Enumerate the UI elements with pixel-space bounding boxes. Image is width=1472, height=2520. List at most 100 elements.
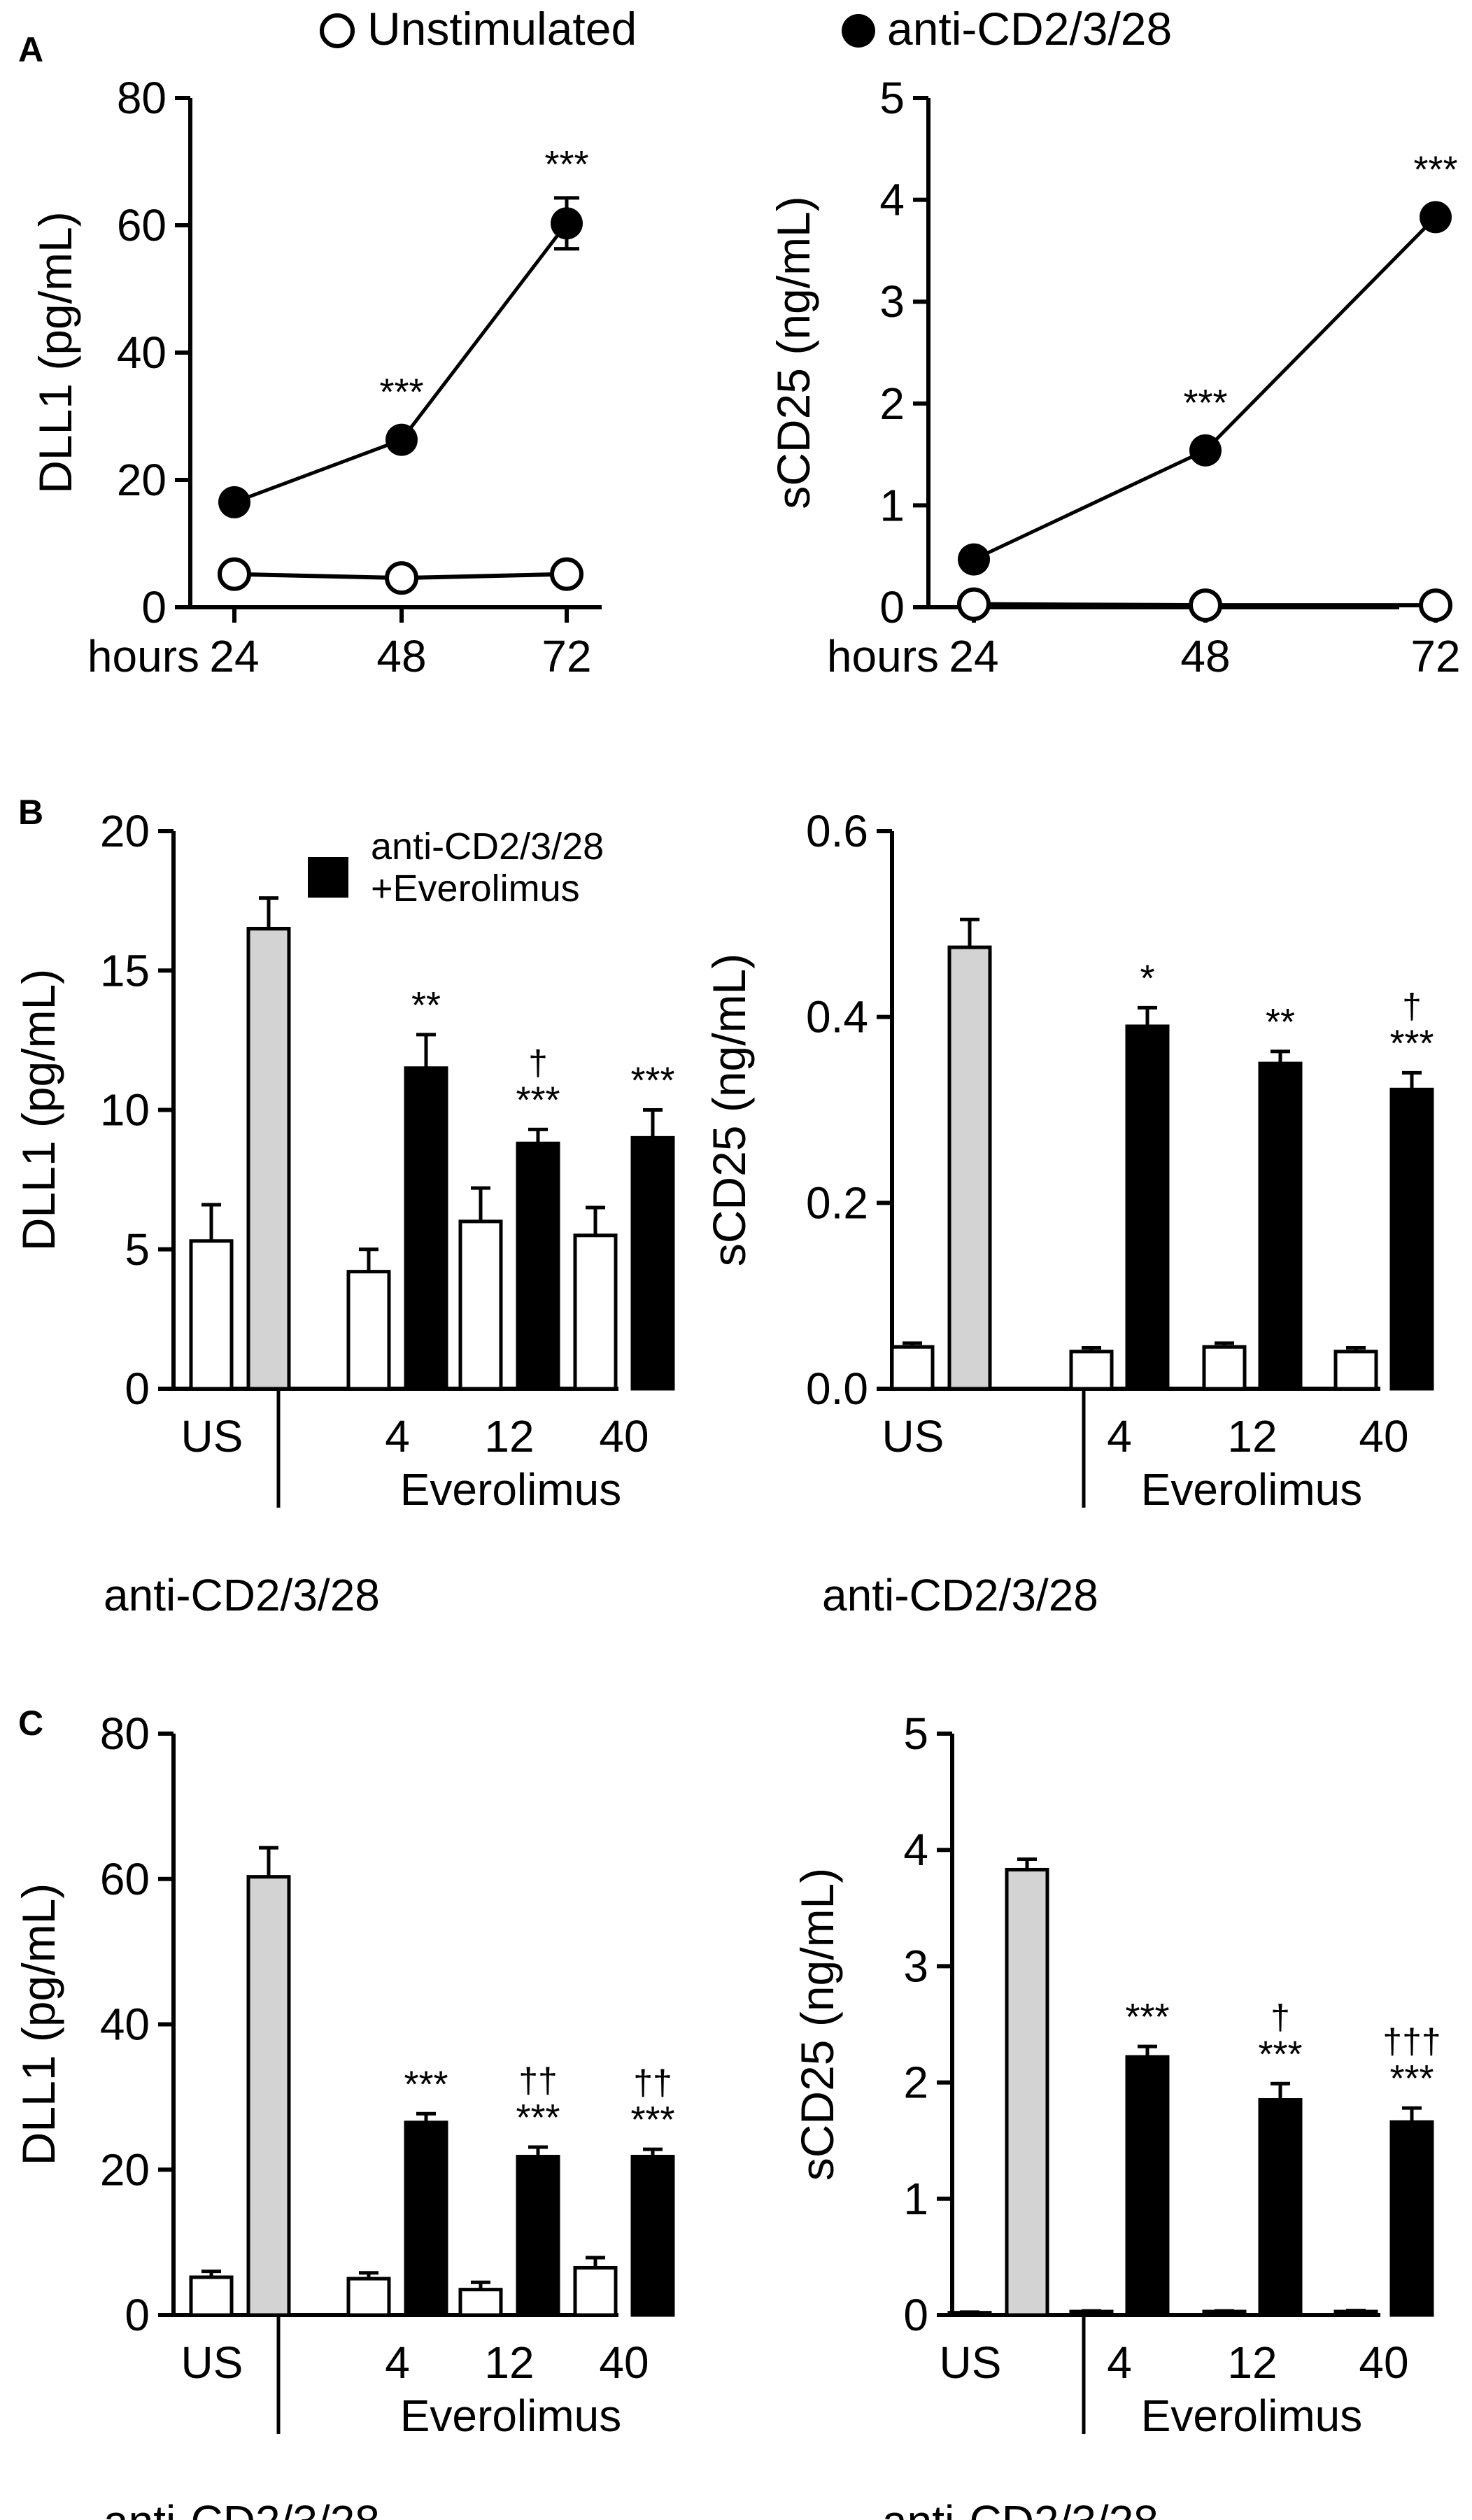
panel-label-b: B — [18, 793, 43, 832]
bar — [630, 2155, 675, 2317]
y-axis-title: sCD25 (ng/mL) — [791, 1868, 843, 2181]
y-axis-title: DLL1 (pg/mL) — [13, 969, 64, 1252]
dagger-mark: ††† — [1382, 2022, 1441, 2061]
y-tick-label: 5 — [903, 1708, 928, 1759]
bar — [1125, 1024, 1170, 1391]
x-axis-prefix: hours — [87, 631, 199, 681]
bar — [516, 2155, 560, 2317]
y-tick-label: 1 — [879, 480, 905, 530]
series-line — [234, 222, 568, 504]
significance-mark: *** — [1125, 1996, 1169, 2038]
significance-mark: * — [1140, 957, 1154, 999]
x-tick-label: US — [181, 1411, 243, 1461]
y-tick-label: 0.2 — [806, 1177, 868, 1228]
y-tick-label: 2 — [879, 378, 905, 429]
x-tick-label: 12 — [484, 1411, 534, 1461]
chart-a-left: 0 20 40 60 80 DLL1 (pg/mL) 24 48 72 hours *** *** — [29, 73, 602, 681]
legend-top: Unstimulated anti-CD2/3/28 — [320, 3, 1172, 55]
bar — [947, 945, 992, 1391]
dagger-mark: † — [528, 1043, 548, 1082]
x-tick-label: US — [181, 2337, 243, 2388]
bar — [1069, 1350, 1114, 1391]
y-tick-label: 80 — [117, 73, 167, 123]
y-axis-title: sCD25 (ng/mL) — [767, 196, 819, 509]
y-tick-label: 40 — [117, 327, 167, 378]
y-tick-label: 0 — [903, 2290, 928, 2340]
data-point — [957, 587, 991, 621]
x-tick-label: 24 — [949, 631, 998, 681]
y-tick-label: 20 — [100, 806, 150, 856]
y-tick-label: 0.6 — [806, 806, 868, 856]
y-tick-label: 10 — [100, 1085, 150, 1135]
data-point — [551, 207, 583, 240]
group-label: Everolimus — [1141, 2391, 1363, 2441]
bar — [1258, 2098, 1303, 2317]
significance-mark: *** — [1389, 2058, 1434, 2100]
bar — [573, 1233, 618, 1391]
y-tick-label: 60 — [100, 1854, 150, 1904]
significance-mark: *** — [544, 143, 588, 185]
x-tick-label: 12 — [1227, 1411, 1277, 1461]
bar — [573, 2265, 618, 2317]
significance-mark: ** — [1266, 1001, 1295, 1043]
bar — [404, 2121, 448, 2317]
data-point — [958, 543, 990, 576]
bracket-label: anti-CD2/3/28 — [104, 1570, 380, 1620]
bar — [346, 1270, 391, 1391]
y-axis-title: sCD25 (ng/mL) — [703, 954, 755, 1266]
significance-mark: *** — [630, 1060, 674, 1102]
x-tick-label: 72 — [1410, 631, 1460, 681]
significance-mark: *** — [379, 371, 423, 413]
y-tick-label: 0.0 — [806, 1364, 868, 1414]
x-tick-label: 4 — [1107, 1411, 1132, 1461]
x-tick-label: 12 — [1227, 2337, 1277, 2388]
chart-a-right: 0 1 2 3 4 5 sCD25 (ng/mL) 24 48 72 hours *** *** — [767, 73, 1461, 681]
legend-filled-swatch — [308, 857, 348, 898]
y-axis-title: DLL1 (pg/mL) — [13, 1883, 64, 2166]
significance-mark: *** — [516, 1079, 560, 1121]
significance-mark: *** — [630, 2099, 674, 2141]
data-point — [218, 486, 250, 518]
x-tick-label: 40 — [599, 1411, 649, 1461]
y-tick-label: 2 — [903, 2058, 928, 2108]
bracket-label: anti-CD2/3/28 — [104, 2496, 380, 2520]
y-tick-label: 1 — [903, 2174, 928, 2224]
x-tick-label: 48 — [1180, 631, 1230, 681]
x-tick-label: 40 — [599, 2337, 649, 2388]
data-point — [550, 557, 583, 591]
y-tick-label: 20 — [100, 2144, 150, 2195]
legend-line-2: +Everolimus — [371, 868, 580, 909]
legend-open-label: Unstimulated — [367, 3, 637, 55]
x-tick-label: 4 — [385, 2337, 410, 2388]
x-axis-prefix: hours — [827, 631, 939, 681]
bracket-label: anti-CD2/3/28 — [882, 2496, 1159, 2520]
bar — [404, 1066, 448, 1391]
significance-mark: *** — [1258, 2033, 1302, 2075]
bar — [246, 926, 291, 1391]
bar — [246, 1875, 291, 2317]
y-tick-label: 0 — [125, 1364, 150, 1414]
y-tick-label: 5 — [879, 73, 905, 123]
y-tick-label: 0 — [125, 2290, 150, 2340]
data-point — [1189, 588, 1222, 623]
data-point — [1189, 434, 1222, 467]
y-tick-label: 60 — [117, 200, 167, 250]
data-point — [1420, 201, 1452, 234]
y-tick-label: 3 — [879, 276, 905, 327]
dagger-mark: † — [1402, 986, 1422, 1026]
data-point — [385, 423, 418, 456]
bar — [1258, 1061, 1303, 1391]
legend-line-1: anti-CD2/3/28 — [371, 826, 604, 868]
y-axis-title: DLL1 (pg/mL) — [29, 211, 81, 494]
bar — [189, 1239, 234, 1391]
bar — [458, 2288, 503, 2317]
bar — [189, 2275, 234, 2317]
x-tick-label: 72 — [542, 631, 591, 681]
group-label: Everolimus — [400, 2391, 622, 2441]
